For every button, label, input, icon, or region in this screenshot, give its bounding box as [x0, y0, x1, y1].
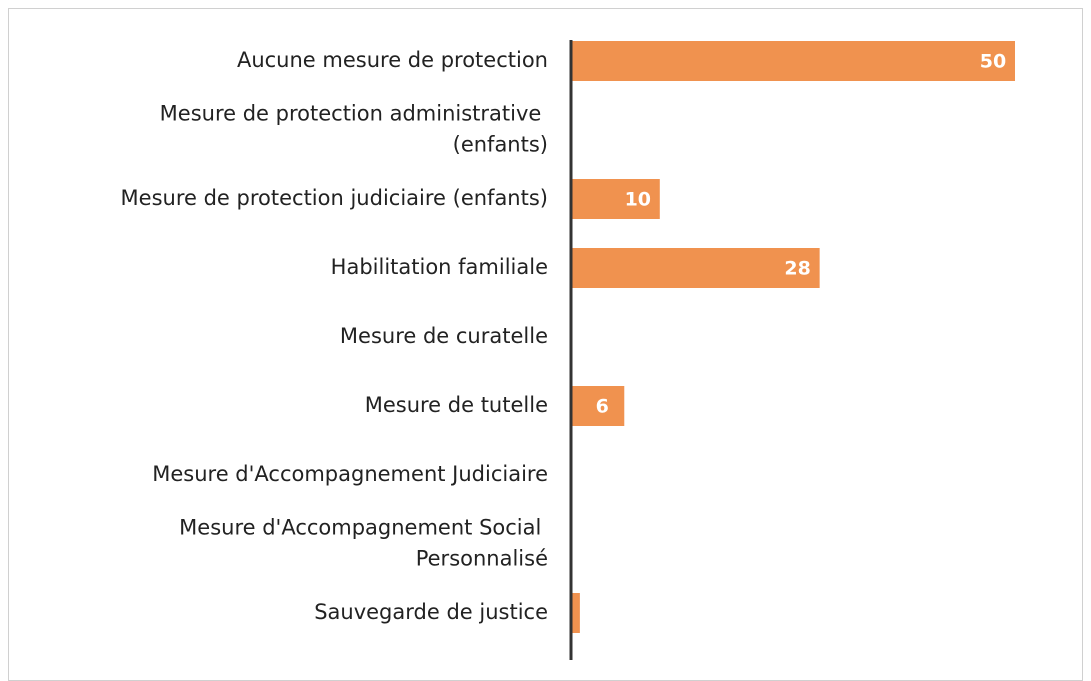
data-label: 28 [784, 258, 810, 280]
category-label: Habilitation familiale [331, 255, 548, 279]
category-label: Mesure d'Accompagnement Judiciaire [152, 462, 548, 486]
bar [571, 179, 660, 219]
category-label: Mesure de protection judiciaire (enfants… [121, 186, 548, 210]
data-label: 50 [980, 51, 1006, 73]
category-label: Mesure de curatelle [340, 324, 548, 348]
bar [571, 41, 1015, 81]
data-label: 6 [596, 396, 609, 418]
bar [571, 593, 580, 633]
category-label: Mesure de tutelle [365, 393, 548, 417]
bar [571, 386, 625, 426]
category-label: Sauvegarde de justice [314, 600, 548, 624]
bar [571, 248, 820, 288]
category-label: Mesure de protection administrative (enf… [160, 102, 548, 157]
category-label: Mesure d'Accompagnement Social Personnal… [179, 516, 548, 571]
data-label: 10 [625, 189, 651, 211]
category-label: Aucune mesure de protection [237, 48, 548, 72]
